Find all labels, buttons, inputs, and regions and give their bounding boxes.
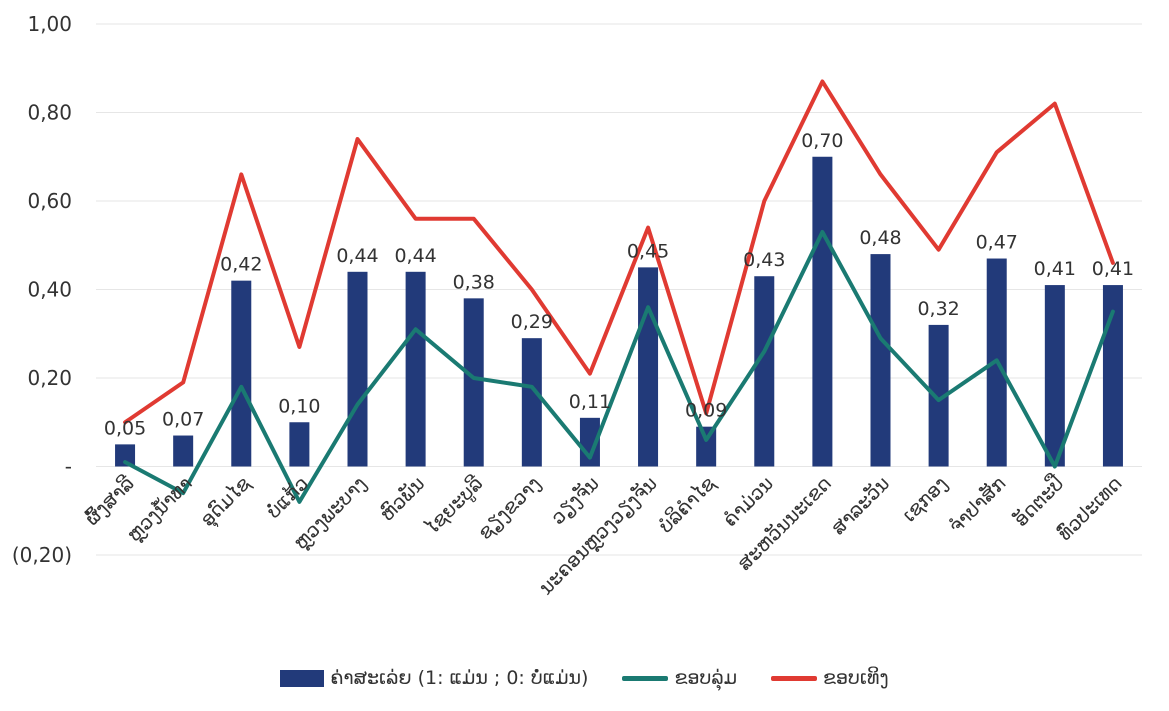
data-label: 0,41 bbox=[1092, 258, 1134, 280]
bar bbox=[754, 276, 775, 467]
y-tick-label: (0,20) bbox=[12, 543, 72, 567]
y-tick-label: 0,60 bbox=[27, 189, 72, 213]
x-tick-label: ຊຽງຂວາງ bbox=[474, 472, 546, 544]
bar bbox=[638, 267, 659, 467]
legend-label-mean: ຄ່າສະເລ່ຍ (1: ແມ່ນ ; 0: ບໍ່ແມ່ນ) bbox=[330, 667, 589, 689]
bar bbox=[231, 280, 252, 467]
chart-svg: 1,00 0,80 0,60 0,40 0,20 - (0,20) 0,05 0,07 0,42 0… bbox=[12, 12, 1142, 600]
bar bbox=[463, 298, 484, 467]
data-label: 0,07 bbox=[162, 409, 204, 431]
bar bbox=[812, 156, 833, 467]
data-label: 0,43 bbox=[743, 249, 785, 271]
data-label: 0,10 bbox=[278, 395, 320, 417]
legend-swatch-mean bbox=[280, 669, 325, 687]
x-tick-label: ທົ່ວປະເທດ bbox=[1053, 472, 1126, 545]
bar bbox=[115, 444, 136, 467]
data-label: 0,32 bbox=[917, 298, 959, 320]
legend-item-lower: ຂອບລຸ່ມ bbox=[622, 667, 737, 689]
x-tick-label: ຈຳປາສັກ bbox=[944, 472, 1010, 538]
data-label: 0,44 bbox=[394, 245, 436, 267]
data-label: 0,70 bbox=[801, 130, 843, 152]
x-tick-label: ສາລະວັນ bbox=[827, 472, 894, 539]
data-label: 0,05 bbox=[104, 417, 146, 439]
bar bbox=[521, 338, 542, 467]
x-tick-label: ຫົວພັນ bbox=[375, 472, 429, 526]
x-tick-label: ອຸດົມໄຊ bbox=[196, 471, 257, 532]
upper-bound-line bbox=[123, 79, 1115, 425]
y-tick-label: 0,20 bbox=[27, 366, 72, 390]
bar bbox=[1044, 285, 1065, 467]
legend-swatch-upper bbox=[771, 675, 818, 681]
x-tick-label: ບໍລິຄຳໄຊ bbox=[653, 470, 720, 537]
x-tick-label: ເຊກອງ bbox=[898, 472, 952, 526]
data-label: 0,48 bbox=[859, 227, 901, 249]
legend: ຄ່າສະເລ່ຍ (1: ແມ່ນ ; 0: ບໍ່ແມ່ນ) ຂອບລຸ່ມ… bbox=[0, 658, 1169, 698]
y-tick-label: 0,80 bbox=[27, 101, 72, 125]
legend-label-upper: ຂອບເທິງ bbox=[823, 667, 889, 689]
legend-item-upper: ຂອບເທິງ bbox=[771, 667, 889, 689]
data-label: 0,45 bbox=[627, 240, 669, 262]
data-label: 0,09 bbox=[685, 400, 727, 422]
x-tick-label: ອັດຕະປື bbox=[1007, 470, 1069, 532]
bar bbox=[289, 422, 310, 467]
data-label: 0,11 bbox=[569, 391, 611, 413]
bar bbox=[928, 324, 949, 467]
bar bbox=[405, 271, 426, 467]
bar bbox=[696, 426, 717, 467]
data-label: 0,29 bbox=[511, 311, 553, 333]
data-label: 0,38 bbox=[453, 271, 495, 293]
x-tick-label: ວຽງຈັນ bbox=[546, 472, 604, 530]
legend-item-mean: ຄ່າສະເລ່ຍ (1: ແມ່ນ ; 0: ບໍ່ແມ່ນ) bbox=[280, 667, 588, 689]
bar bbox=[347, 271, 368, 467]
data-label: 0,44 bbox=[336, 245, 378, 267]
data-label: 0,42 bbox=[220, 254, 262, 276]
y-tick-label: - bbox=[65, 455, 72, 479]
data-label: 0,47 bbox=[976, 232, 1018, 254]
x-tick-label: ຜົ້ງສາລີ bbox=[80, 471, 139, 530]
y-tick-label: 0,40 bbox=[27, 278, 72, 302]
legend-swatch-lower bbox=[622, 675, 669, 681]
bar bbox=[173, 435, 194, 467]
data-label: 0,41 bbox=[1034, 258, 1076, 280]
bar bbox=[870, 254, 891, 467]
lower-bound-line bbox=[123, 230, 1115, 504]
y-tick-label: 1,00 bbox=[27, 12, 72, 36]
legend-label-lower: ຂອບລຸ່ມ bbox=[674, 667, 738, 689]
